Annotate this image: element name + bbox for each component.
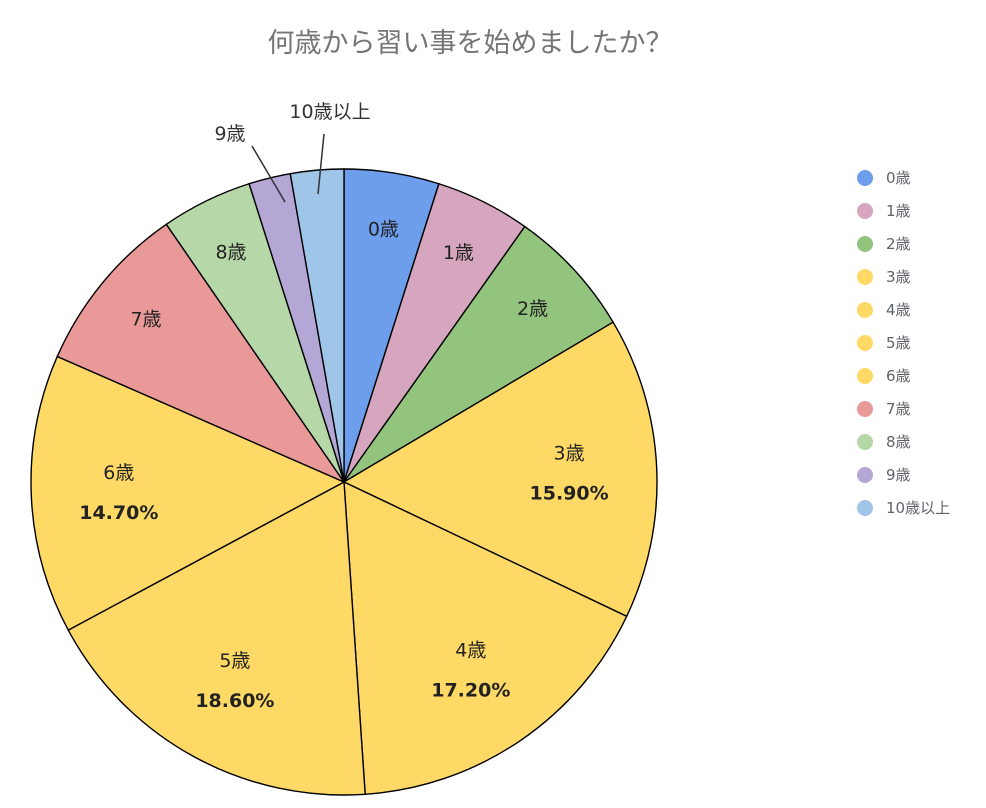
slice-value-5: 18.60% <box>195 690 274 712</box>
slice-label-2: 2歳 <box>517 298 548 320</box>
legend: 0歳 1歳 2歳 3歳 4歳 5歳 6歳 7歳 8歳 9歳 10歳以上 <box>857 169 950 517</box>
slice-label-9: 9歳 <box>214 123 245 145</box>
slice-label-10: 10歳以上 <box>289 101 370 123</box>
legend-swatch-1 <box>857 203 873 219</box>
leader-line-10 <box>317 133 325 195</box>
slice-2 <box>343 225 615 483</box>
legend-swatch-7 <box>857 401 873 417</box>
slice-label-0: 0歳 <box>368 218 399 240</box>
slice-label-4: 4歳 <box>455 639 486 661</box>
slice-label-3: 3歳 <box>554 443 585 465</box>
legend-swatch-6 <box>857 368 873 384</box>
legend-swatch-9 <box>857 467 873 483</box>
legend-label-2: 2歳 <box>886 235 911 253</box>
chart-title: 何歳から習い事を始めましたか？ <box>268 28 673 59</box>
legend-swatch-0 <box>857 170 873 186</box>
leader-line-9 <box>251 145 286 203</box>
slice-3 <box>342 321 658 618</box>
legend-label-6: 6歳 <box>886 367 911 385</box>
legend-label-10: 10歳以上 <box>886 499 950 517</box>
slice-4 <box>343 480 628 796</box>
slice-7 <box>56 223 346 484</box>
slice-label-5: 5歳 <box>219 650 250 672</box>
legend-label-8: 8歳 <box>886 433 911 451</box>
legend-swatch-5 <box>857 335 873 351</box>
slice-value-3: 15.90% <box>530 483 609 505</box>
slice-6 <box>30 355 346 632</box>
slice-5 <box>67 480 366 796</box>
legend-swatch-10 <box>857 500 873 516</box>
legend-swatch-3 <box>857 269 873 285</box>
legend-label-4: 4歳 <box>886 301 911 319</box>
slice-value-4: 17.20% <box>431 679 510 701</box>
slice-value-6: 14.70% <box>79 502 158 524</box>
legend-swatch-8 <box>857 434 873 450</box>
slice-10 <box>289 168 345 483</box>
legend-label-1: 1歳 <box>886 202 911 220</box>
pie-slices <box>30 168 658 796</box>
pie-labels: 0歳 1歳 2歳 3歳 15.90% 4歳 17.20% 5歳 18.60% 6歳 14.70% 7歳… <box>79 101 608 712</box>
slice-label-6: 6歳 <box>103 462 134 484</box>
legend-label-9: 9歳 <box>886 466 911 484</box>
legend-label-3: 3歳 <box>886 268 911 286</box>
slice-label-1: 1歳 <box>443 242 474 264</box>
legend-label-7: 7歳 <box>886 400 911 418</box>
slice-label-8: 8歳 <box>215 242 246 264</box>
legend-swatch-2 <box>857 236 873 252</box>
slice-label-7: 7歳 <box>130 309 161 331</box>
legend-label-0: 0歳 <box>886 169 911 187</box>
legend-label-5: 5歳 <box>886 334 911 352</box>
legend-swatch-4 <box>857 302 873 318</box>
